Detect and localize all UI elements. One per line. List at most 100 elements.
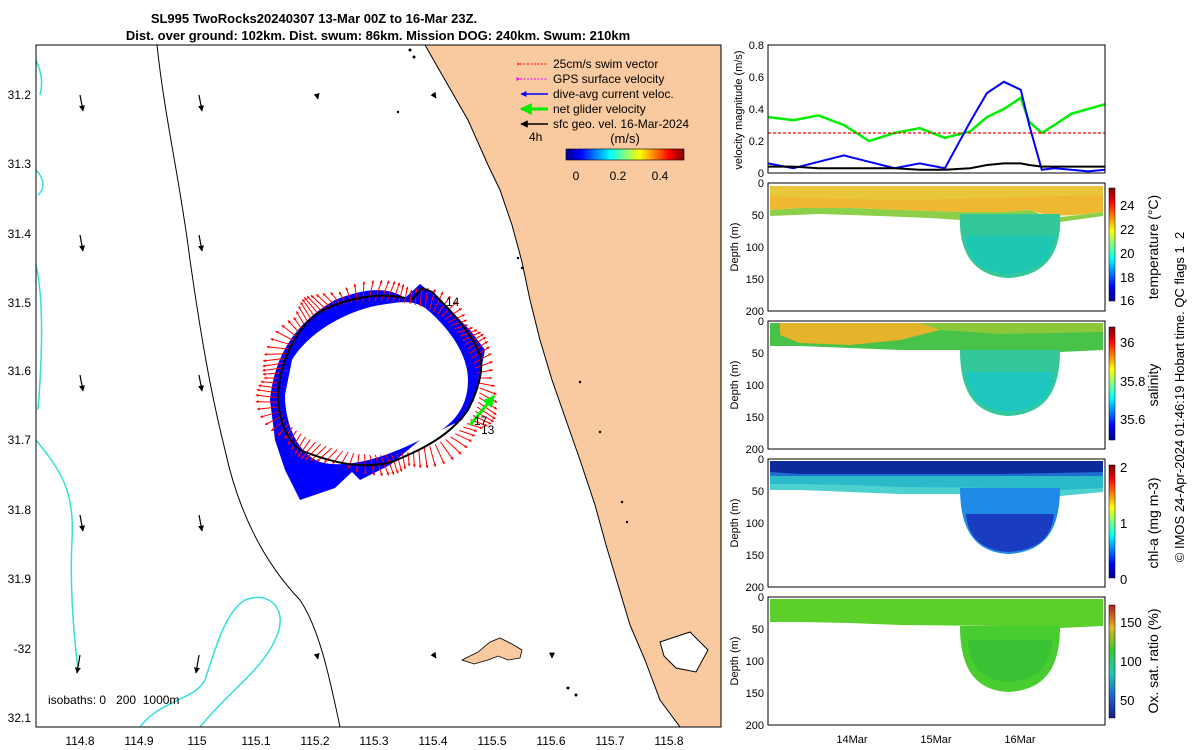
temperature-cb-tick: 20 bbox=[1120, 246, 1134, 261]
velocity-series-net-glider-velocity bbox=[768, 95, 1105, 143]
velocity-series-sfc-geo-vel- bbox=[768, 162, 1105, 171]
velocity-y-tick: 0.4 bbox=[749, 104, 764, 116]
swim-vector bbox=[306, 295, 323, 313]
map-x-tick: 115.8 bbox=[654, 734, 683, 748]
swim-vector bbox=[284, 426, 293, 439]
depth-tick: 0 bbox=[758, 178, 764, 190]
depth-tick: 150 bbox=[746, 688, 764, 700]
swim-vector bbox=[433, 291, 444, 313]
swim-vector bbox=[298, 306, 309, 323]
depth-tick: 200 bbox=[746, 582, 764, 594]
swim-vector bbox=[300, 301, 312, 320]
swim-vector bbox=[464, 333, 484, 346]
velocity-y-tick: 0.2 bbox=[749, 136, 764, 148]
oxygen-colorbar bbox=[1108, 604, 1116, 719]
swim-vector bbox=[305, 443, 322, 461]
map-y-tick: 31.4 bbox=[8, 227, 32, 241]
swim-vector bbox=[277, 423, 290, 436]
swim-vector bbox=[295, 311, 306, 326]
map-x-tick: 114.8 bbox=[65, 734, 94, 748]
depth-tick: 100 bbox=[746, 518, 764, 530]
legend-tag: 4h bbox=[529, 130, 542, 144]
swim-vector bbox=[463, 426, 478, 432]
loop-interior bbox=[285, 302, 468, 465]
legend-label-geo: sfc geo. vel. 16-Mar-2024 bbox=[553, 117, 689, 131]
velocity-ylabel: velocity magnitude (m/s) bbox=[733, 50, 745, 169]
geo-velocity-arrow bbox=[313, 653, 320, 660]
geo-velocity-arrow bbox=[430, 91, 437, 99]
map-y-tick: 32.1 bbox=[8, 711, 32, 725]
swim-vector bbox=[401, 453, 407, 470]
swim-vector bbox=[262, 372, 280, 376]
land-mass bbox=[425, 45, 721, 727]
geo-velocity-arrow bbox=[193, 654, 200, 674]
chla-section: 0 1 2 chl-a (mg m-3) 0 50 100 150 200 De… bbox=[729, 454, 1161, 594]
temperature-cb-tick: 16 bbox=[1120, 293, 1134, 308]
oxygen-ylabel: Depth (m) bbox=[729, 637, 741, 686]
swim-vector bbox=[409, 289, 413, 304]
coastline bbox=[424, 45, 681, 727]
depth-tick: 0 bbox=[758, 592, 764, 604]
swim-vector bbox=[260, 410, 281, 418]
map-y-tick: 31.5 bbox=[8, 296, 32, 310]
temperature-y-ticks: 0 50 100 150 200 bbox=[746, 178, 764, 318]
salinity-cb-tick: 36 bbox=[1120, 335, 1134, 350]
velocity-panel: 0 0.2 0.4 0.6 0.8 velocity magnitude (m/… bbox=[733, 40, 1106, 180]
swim-vector bbox=[287, 320, 300, 333]
geo-velocity-arrow bbox=[313, 93, 320, 100]
swim-vector bbox=[293, 317, 303, 330]
map-y-tick: 31.2 bbox=[8, 88, 32, 102]
geo-velocity-arrow bbox=[79, 514, 85, 532]
map-panel: 14 17 13 114.8 114.9 115 115.1 115.2 115… bbox=[8, 44, 722, 748]
depth-tick: 100 bbox=[746, 242, 764, 254]
swim-vector bbox=[419, 287, 423, 307]
depth-tick: 50 bbox=[752, 486, 764, 498]
velocity-series-dive-avg-current-veloc- bbox=[768, 80, 1105, 173]
map-y-tick: 31.6 bbox=[8, 364, 32, 378]
swim-vector bbox=[301, 441, 316, 460]
depth-tick: 150 bbox=[746, 550, 764, 562]
chla-surface bbox=[770, 461, 1103, 474]
swim-vector bbox=[396, 453, 403, 472]
swim-vector bbox=[476, 368, 494, 374]
swim-vector bbox=[262, 367, 281, 372]
map-y-tick: 31.7 bbox=[8, 433, 32, 447]
swim-vector bbox=[440, 441, 454, 461]
swim-vector bbox=[310, 294, 327, 311]
salinity-y-ticks: 0 50 100 150 200 bbox=[746, 316, 764, 456]
map-x-tick: 115.1 bbox=[241, 734, 270, 748]
day-label-17: 17 bbox=[474, 414, 488, 428]
swim-vector bbox=[445, 439, 462, 455]
swim-vector bbox=[473, 353, 492, 364]
swim-vector bbox=[429, 288, 436, 310]
temperature-section: 16 18 20 22 24 temperature (°C) 0 50 100… bbox=[729, 178, 1161, 318]
swim-vector bbox=[434, 443, 445, 465]
time-tick: 16Mar bbox=[1004, 734, 1036, 746]
geo-velocity-arrow bbox=[198, 94, 204, 112]
map-frame bbox=[35, 44, 722, 728]
salinity-eddy-core bbox=[966, 372, 1054, 412]
oxygen-label: Ox. sat. ratio (%) bbox=[1145, 608, 1161, 713]
salinity-ylabel: Depth (m) bbox=[729, 361, 741, 410]
salinity-section: 35.6 35.8 36 salinity 0 50 100 150 200 D… bbox=[729, 316, 1161, 456]
velocity-frame bbox=[767, 44, 1106, 174]
oxygen-section: 50 100 150 Ox. sat. ratio (%) 0 50 100 1… bbox=[729, 592, 1161, 732]
swim-vector bbox=[418, 449, 422, 469]
oxygen-cb-tick: 50 bbox=[1120, 693, 1134, 708]
swim-vector bbox=[355, 453, 360, 473]
swim-vector bbox=[392, 282, 401, 302]
swim-vector bbox=[303, 296, 319, 315]
speed-colorbar bbox=[565, 148, 685, 161]
swim-vector bbox=[398, 284, 405, 303]
velocity-lines bbox=[768, 80, 1105, 173]
swim-vector bbox=[255, 393, 277, 399]
swim-vector bbox=[380, 454, 390, 476]
chla-eddy-core bbox=[966, 514, 1054, 552]
figure-title-line1: SL995 TwoRocks20240307 13-Mar 00Z to 16-… bbox=[151, 11, 477, 26]
glider-track bbox=[276, 286, 483, 467]
swim-vector bbox=[294, 436, 306, 455]
legend-label-swim: 25cm/s swim vector bbox=[553, 57, 658, 71]
temperature-cb-tick: 22 bbox=[1120, 222, 1134, 237]
map-y-tick: 31.9 bbox=[8, 572, 32, 586]
